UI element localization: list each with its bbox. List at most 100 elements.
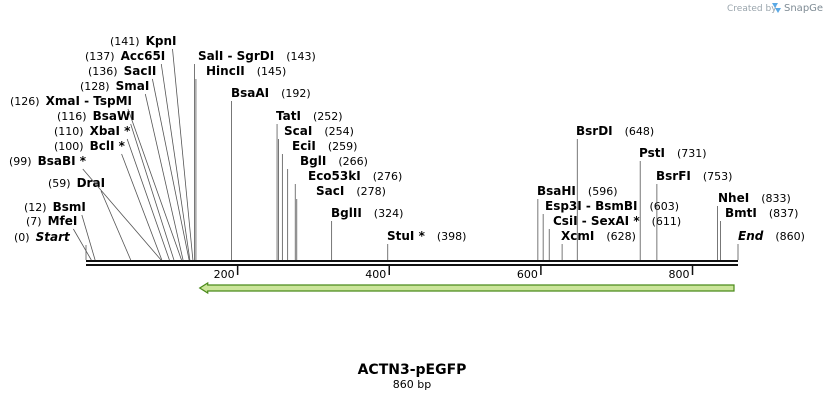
site-name: HincII (206, 64, 245, 78)
site-xmai-tspmi[interactable]: (126) XmaI - TspMI (10, 94, 182, 261)
site-position: (128) (80, 80, 110, 93)
feature-arrow-shape[interactable] (198, 281, 735, 295)
site-start[interactable]: (0) Start (14, 230, 87, 260)
site-label: (12) BsmI (24, 200, 86, 214)
dna-backbone (86, 260, 738, 266)
site-bsawi[interactable]: (116) BsaWI (57, 109, 175, 261)
site-name: PstI (639, 146, 665, 160)
site-leader-line (73, 228, 92, 261)
site-name: XmaI - TspMI (46, 94, 132, 108)
site-bsrfi[interactable]: BsrFI (753) (656, 169, 732, 260)
site-name: BsaBI * (38, 154, 87, 168)
site-label: ScaI (254) (284, 124, 354, 138)
site-bsahi[interactable]: BsaHI (596) (537, 184, 618, 260)
site-leader-line (81, 214, 96, 261)
site-mfei[interactable]: (7) MfeI (26, 214, 92, 261)
site-label: (110) XbaI * (54, 124, 131, 138)
site-leader-line (130, 123, 175, 261)
credit-prefix: Created by (727, 4, 777, 14)
site-acc65i[interactable]: (137) Acc65I (85, 49, 191, 261)
site-bglii[interactable]: BglII (324) (331, 206, 403, 260)
site-position: (259) (328, 140, 358, 153)
site-nhei[interactable]: NheI (833) (717, 191, 791, 260)
site-eco53ki[interactable]: Eco53kI (276) (294, 169, 403, 260)
site-position: (145) (257, 65, 287, 78)
site-name: XbaI * (90, 124, 132, 138)
site-name: BsrDI (576, 124, 613, 138)
site-leader-line (151, 78, 190, 261)
site-position: (126) (10, 95, 40, 108)
site-bsaai[interactable]: BsaAI (192) (231, 86, 311, 260)
site-label: SalI - SgrDI (143) (198, 49, 316, 63)
site-name: TatI (276, 109, 301, 123)
site-position: (266) (338, 155, 368, 168)
feature-arrow[interactable] (198, 281, 735, 295)
site-name: BsaWI (93, 109, 135, 123)
site-bsabi[interactable]: (99) BsaBI * (9, 154, 162, 261)
site-position: (860) (775, 230, 805, 243)
site-bmti[interactable]: BmtI (837) (720, 206, 799, 260)
site-bgli[interactable]: BglI (266) (287, 154, 368, 260)
site-position: (136) (88, 65, 118, 78)
site-label: End (860) (738, 229, 805, 243)
site-position: (276) (373, 170, 403, 183)
site-name: NheI (718, 191, 749, 205)
site-position: (648) (625, 125, 655, 138)
site-name: BmtI (725, 206, 757, 220)
site-position: (110) (54, 125, 84, 138)
site-label: CsiI - SexAI * (611) (553, 214, 681, 228)
site-label: (141) KpnI (110, 34, 177, 48)
site-hincii[interactable]: HincII (145) (195, 64, 286, 260)
site-name: Acc65I (121, 49, 166, 63)
site-label: BsaHI (596) (537, 184, 618, 198)
site-label: BmtI (837) (725, 206, 798, 220)
site-name: BglI (300, 154, 326, 168)
site-kpni[interactable]: (141) KpnI (110, 34, 194, 261)
site-psti[interactable]: PstI (731) (639, 146, 707, 260)
site-label: (136) SacII (88, 64, 156, 78)
site-position: (7) (26, 215, 42, 228)
site-name: SacII (124, 64, 157, 78)
site-label: HincII (145) (206, 64, 286, 78)
site-leader-line (82, 168, 162, 261)
map-title: ACTN3-pEGFP (358, 362, 467, 378)
site-label: SacI (278) (316, 184, 386, 198)
site-end[interactable]: End (860) (737, 229, 805, 260)
site-name: KpnI (146, 34, 177, 48)
site-label: PstI (731) (639, 146, 707, 160)
site-label: (128) SmaI (80, 79, 149, 93)
site-position: (59) (48, 177, 71, 190)
site-position: (753) (703, 170, 733, 183)
site-label: StuI * (398) (387, 229, 466, 243)
site-xcmi[interactable]: XcmI (628) (561, 229, 636, 260)
site-ecii[interactable]: EciI (259) (281, 139, 358, 260)
site-stui[interactable]: StuI * (398) (387, 229, 466, 260)
site-xbai[interactable]: (110) XbaI * (54, 124, 170, 261)
site-sacii[interactable]: (136) SacII (88, 64, 190, 261)
site-label: (0) Start (14, 230, 71, 244)
site-csii-sexai[interactable]: CsiI - SexAI * (611) (548, 214, 681, 260)
site-name: BsrFI (656, 169, 691, 183)
site-scai[interactable]: ScaI (254) (278, 124, 354, 260)
site-name: SmaI (116, 79, 150, 93)
site-label: BglI (266) (300, 154, 368, 168)
site-bsmi[interactable]: (12) BsmI (24, 200, 96, 261)
site-name: StuI * (387, 229, 426, 243)
ruler-tick-label: 400 (365, 268, 386, 281)
site-label: (7) MfeI (26, 214, 77, 228)
site-position: (99) (9, 155, 32, 168)
site-bsrdi[interactable]: BsrDI (648) (576, 124, 654, 260)
site-position: (192) (281, 87, 311, 100)
site-name: MfeI (48, 214, 78, 228)
ruler-tick-label: 600 (517, 268, 538, 281)
site-name: Eco53kI (308, 169, 361, 183)
site-label: NheI (833) (718, 191, 791, 205)
site-tati[interactable]: TatI (252) (276, 109, 343, 260)
site-bcli[interactable]: (100) BclI * (54, 139, 163, 261)
site-label: (100) BclI * (54, 139, 126, 153)
site-sali-sgrdi[interactable]: SalI - SgrDI (143) (194, 49, 316, 260)
snapgene-logo-icon (772, 3, 781, 13)
site-label: BsrFI (753) (656, 169, 732, 183)
site-saci[interactable]: SacI (278) (296, 184, 386, 260)
site-smai[interactable]: (128) SmaI (80, 79, 184, 261)
